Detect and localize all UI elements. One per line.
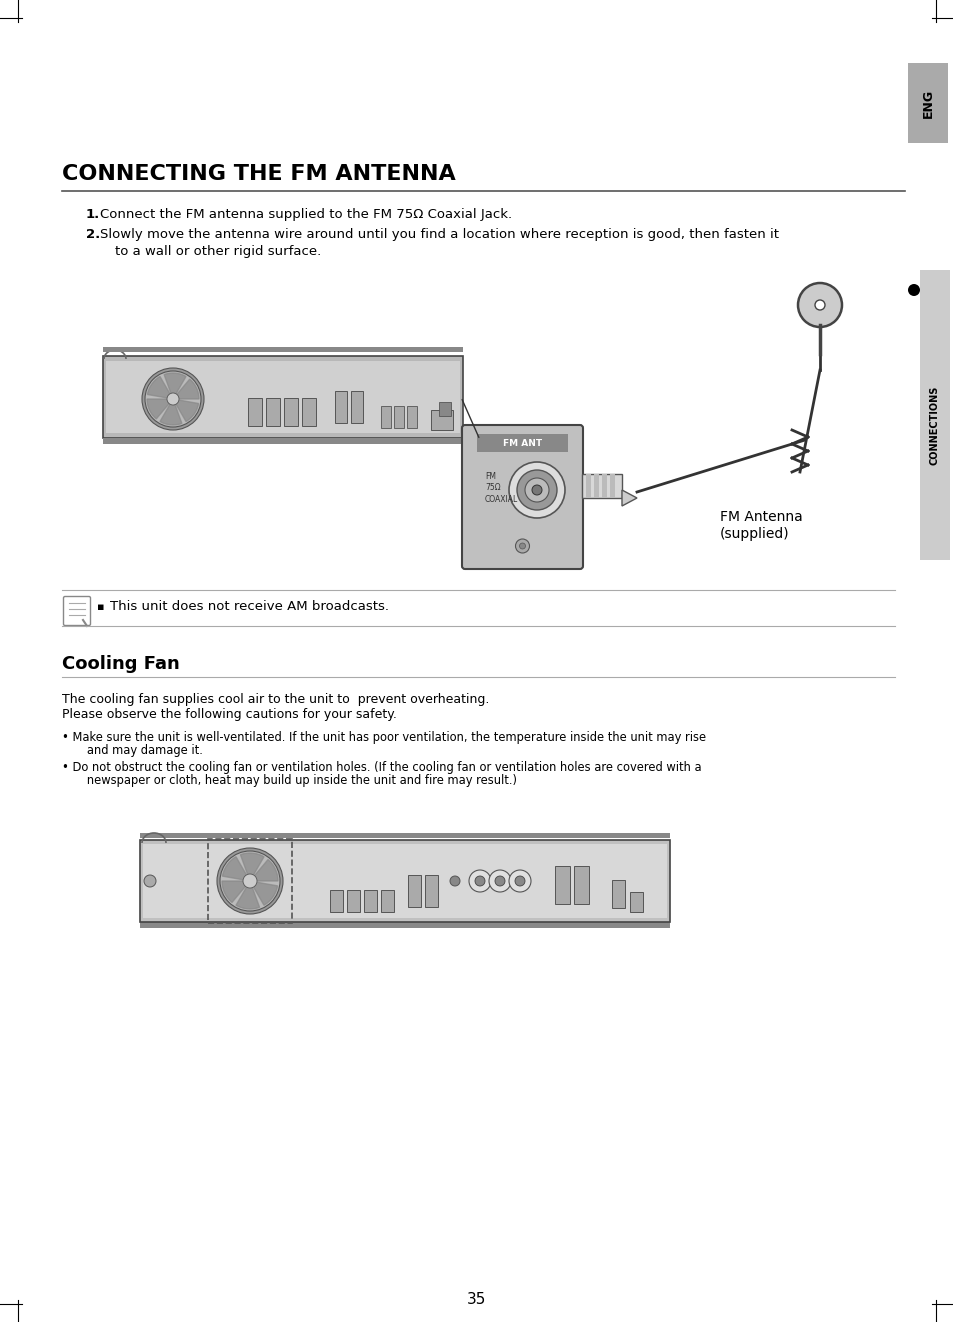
Text: FM
75Ω
COAXIAL: FM 75Ω COAXIAL [484,472,517,504]
Bar [380,406,391,428]
Circle shape [907,284,919,296]
Bar [140,839,669,921]
Circle shape [220,851,280,911]
Circle shape [243,874,256,888]
Bar [609,475,615,498]
Text: ENG: ENG [921,89,934,118]
FancyBboxPatch shape [64,596,91,625]
Bar [612,880,624,908]
Bar [364,890,376,912]
Polygon shape [240,853,264,875]
Bar [431,410,453,430]
Bar [601,475,606,498]
Bar [106,361,459,434]
Bar [103,356,462,438]
Circle shape [469,870,491,892]
Circle shape [797,283,841,327]
Text: CONNECTIONS: CONNECTIONS [929,385,939,465]
Polygon shape [176,379,199,399]
Text: and may damage it.: and may damage it. [76,744,203,758]
Text: CONNECTING THE FM ANTENNA: CONNECTING THE FM ANTENNA [62,164,456,184]
Circle shape [519,543,525,549]
Circle shape [515,876,524,886]
Text: FM Antenna: FM Antenna [720,510,801,524]
Polygon shape [148,377,170,398]
Circle shape [216,847,283,914]
Text: to a wall or other rigid surface.: to a wall or other rigid surface. [115,245,321,258]
Circle shape [475,876,484,886]
Circle shape [450,876,459,886]
Text: (supplied): (supplied) [720,527,789,541]
Circle shape [145,371,201,427]
Circle shape [509,870,531,892]
Bar [284,398,297,426]
Bar [351,391,363,423]
Text: • Make sure the unit is well-ventilated. If the unit has poor ventilation, the t: • Make sure the unit is well-ventilated.… [62,731,705,744]
Circle shape [509,461,564,518]
Polygon shape [254,859,277,880]
Bar [335,391,347,423]
Bar [594,475,598,498]
Text: newspaper or cloth, heat may build up inside the unit and fire may result.): newspaper or cloth, heat may build up in… [76,773,517,787]
Polygon shape [175,401,198,422]
Text: FM ANT: FM ANT [502,439,541,448]
Polygon shape [164,373,186,394]
Bar [574,866,588,904]
Bar [330,890,343,912]
Bar [302,398,315,426]
FancyBboxPatch shape [461,424,582,568]
Text: Cooling Fan: Cooling Fan [62,654,179,673]
Text: The cooling fan supplies cool air to the unit to  prevent overheating.: The cooling fan supplies cool air to the… [62,693,489,706]
Bar [394,406,403,428]
Text: 2.: 2. [86,227,100,241]
Circle shape [144,875,156,887]
Bar [347,890,359,912]
Circle shape [167,393,179,405]
Circle shape [532,485,541,494]
Text: This unit does not receive AM broadcasts.: This unit does not receive AM broadcasts… [110,600,389,613]
Text: 1.: 1. [86,208,100,221]
Bar [408,875,420,907]
Bar [380,890,394,912]
Bar [248,398,262,426]
Circle shape [489,870,511,892]
Bar [919,270,949,561]
Circle shape [515,539,529,553]
Bar [208,839,292,923]
Polygon shape [621,490,637,506]
Polygon shape [222,880,245,903]
Text: Connect the FM antenna supplied to the FM 75Ω Coaxial Jack.: Connect the FM antenna supplied to the F… [100,208,512,221]
Bar [476,434,567,452]
Text: • Do not obstruct the cooling fan or ventilation holes. (If the cooling fan or v: • Do not obstruct the cooling fan or ven… [62,761,700,773]
Bar [266,398,280,426]
Circle shape [814,300,824,309]
Bar [143,843,666,917]
Circle shape [524,479,548,502]
Circle shape [517,471,557,510]
Bar [103,346,462,352]
Text: Please observe the following cautions for your safety.: Please observe the following cautions fo… [62,709,396,720]
Circle shape [142,368,204,430]
Bar [424,875,437,907]
Text: ▪: ▪ [97,602,105,612]
Bar [103,438,462,444]
Bar [585,475,590,498]
Polygon shape [235,887,259,910]
Text: 35: 35 [467,1293,486,1307]
Bar [438,402,451,416]
Bar [581,475,621,498]
Text: Slowly move the antenna wire around until you find a location where reception is: Slowly move the antenna wire around unti… [100,227,779,241]
Bar [407,406,416,428]
Bar [907,63,947,143]
Polygon shape [147,399,169,419]
Bar [140,833,669,838]
Polygon shape [160,405,182,424]
Polygon shape [222,857,246,879]
Polygon shape [253,882,277,906]
Bar [629,892,642,912]
Bar [555,866,569,904]
Circle shape [495,876,504,886]
Bar [140,920,669,928]
